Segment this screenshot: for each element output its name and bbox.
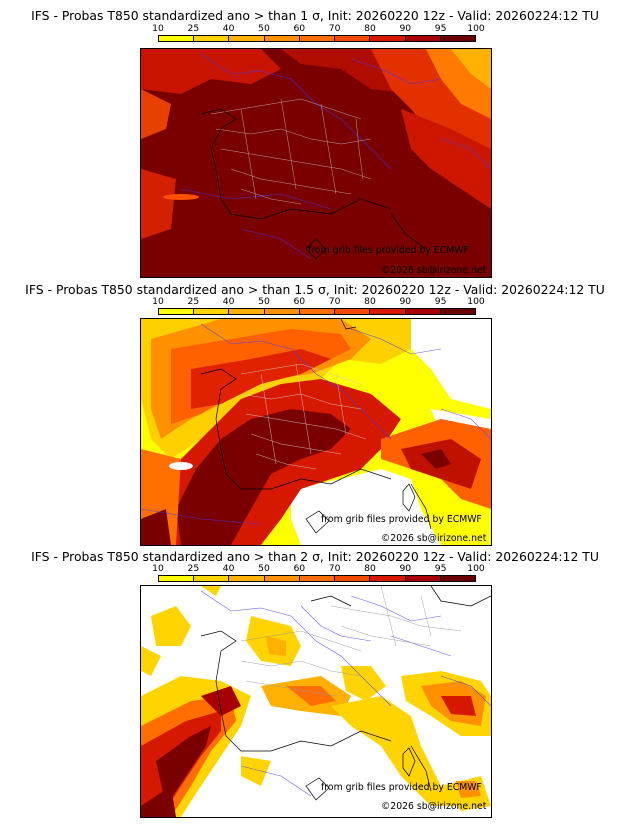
scale-swatch: [299, 36, 336, 41]
scale-swatch: [405, 36, 441, 41]
scale-labels: 10 25 40 50 60 70 80 90 95 100: [152, 23, 485, 34]
scale-swatch: [299, 576, 336, 581]
scale-label: 25: [187, 23, 200, 34]
scale-label: 70: [328, 563, 341, 574]
scale-labels: 10 25 40 50 60 70 80 90 95 100: [152, 563, 485, 574]
scale-swatch: [440, 309, 475, 314]
scale-swatch: [370, 576, 406, 581]
scale-label: 60: [293, 296, 306, 307]
scale-swatch: [405, 309, 441, 314]
scale-label: 50: [258, 563, 270, 574]
scale-label: 50: [258, 23, 270, 34]
scale-swatch: [194, 36, 230, 41]
scale-color-bar: [158, 308, 476, 315]
panel-title: IFS - Probas T850 standardized ano > tha…: [25, 282, 605, 297]
scale-swatch: [264, 36, 300, 41]
scale-color-bar: [158, 575, 476, 582]
scale-swatch: [440, 36, 475, 41]
scale-swatch: [264, 309, 300, 314]
scale-label: 80: [364, 296, 376, 307]
scale-label: 90: [399, 296, 412, 307]
scale-label: 10: [152, 563, 164, 574]
probability-scale: 10 25 40 50 60 70 80 90 95 100: [152, 296, 485, 315]
scale-label: 40: [222, 23, 235, 34]
scale-swatch: [335, 576, 371, 581]
probability-map: from grib files provided by ECMWF ©2026 …: [140, 48, 492, 278]
scale-swatch: [159, 576, 195, 581]
panel-1: IFS - Probas T850 standardized ano > tha…: [0, 0, 630, 278]
scale-label: 70: [328, 23, 341, 34]
scale-swatch: [194, 576, 230, 581]
scale-swatch: [194, 309, 230, 314]
scale-label: 10: [152, 23, 164, 34]
scale-label: 95: [434, 23, 447, 34]
scale-label: 40: [222, 296, 235, 307]
scale-label: 10: [152, 296, 164, 307]
data-credit: from grib files provided by ECMWF: [321, 782, 482, 793]
scale-swatch: [264, 576, 300, 581]
scale-swatch: [159, 36, 195, 41]
scale-swatch: [370, 36, 406, 41]
scale-label: 95: [434, 563, 447, 574]
scale-swatch: [229, 36, 265, 41]
copyright-notice: ©2026 sb@irizone.net: [381, 265, 487, 276]
scale-label: 80: [364, 563, 376, 574]
scale-label: 80: [364, 23, 376, 34]
probability-scale: 10 25 40 50 60 70 80 90 95 100: [152, 563, 485, 582]
scale-label: 70: [328, 296, 341, 307]
scale-label: 60: [293, 563, 306, 574]
scale-swatch: [370, 309, 406, 314]
probability-map: from grib files provided by ECMWF ©2026 …: [140, 318, 492, 546]
scale-swatch: [229, 576, 265, 581]
scale-swatch: [335, 309, 371, 314]
panel-title: IFS - Probas T850 standardized ano > tha…: [31, 8, 599, 23]
scale-swatch: [159, 309, 195, 314]
scale-swatch: [335, 36, 371, 41]
scale-label: 95: [434, 296, 447, 307]
scale-color-bar: [158, 35, 476, 42]
probability-map: from grib files provided by ECMWF ©2026 …: [140, 585, 492, 818]
scale-label: 100: [467, 23, 485, 34]
scale-label: 40: [222, 563, 235, 574]
scale-label: 100: [467, 563, 485, 574]
probability-scale: 10 25 40 50 60 70 80 90 95 100: [152, 23, 485, 42]
scale-label: 25: [187, 296, 200, 307]
panel-2: IFS - Probas T850 standardized ano > tha…: [0, 276, 630, 546]
scale-labels: 10 25 40 50 60 70 80 90 95 100: [152, 296, 485, 307]
scale-swatch: [229, 309, 265, 314]
panel-3: IFS - Probas T850 standardized ano > tha…: [0, 544, 630, 828]
scale-label: 25: [187, 563, 200, 574]
data-credit: from grib files provided by ECMWF: [308, 245, 469, 256]
scale-label: 90: [399, 23, 412, 34]
scale-swatch: [299, 309, 336, 314]
copyright-notice: ©2026 sb@irizone.net: [381, 533, 487, 544]
scale-swatch: [440, 576, 475, 581]
scale-label: 50: [258, 296, 270, 307]
panel-title: IFS - Probas T850 standardized ano > tha…: [31, 549, 599, 564]
scale-label: 60: [293, 23, 306, 34]
scale-label: 100: [467, 296, 485, 307]
copyright-notice: ©2026 sb@irizone.net: [381, 801, 487, 812]
data-credit: from grib files provided by ECMWF: [321, 514, 482, 525]
scale-swatch: [405, 576, 441, 581]
scale-label: 90: [399, 563, 412, 574]
